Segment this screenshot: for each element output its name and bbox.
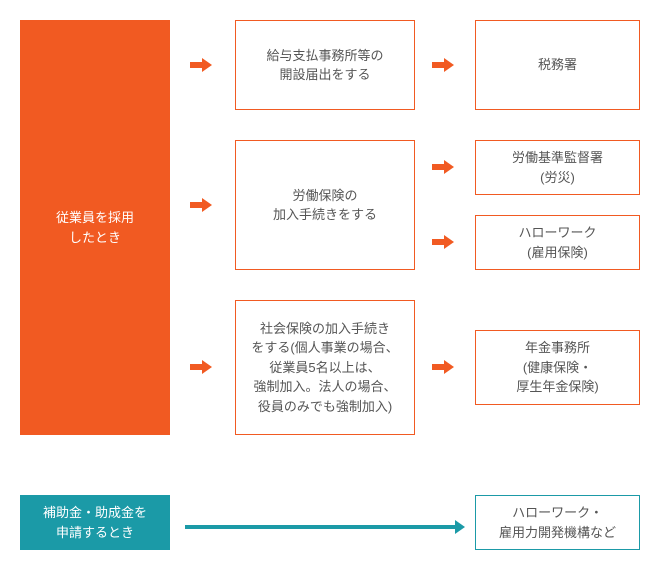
arrow-l-to-m-1	[190, 58, 212, 72]
left-box-label: 従業員を採用したとき	[56, 208, 134, 247]
left-box-subsidy: 補助金・助成金を申請するとき	[20, 495, 170, 550]
right-box-3-label: 年金事務所(健康保険・厚生年金保険)	[516, 338, 598, 397]
arrow-l-to-m-3	[190, 360, 212, 374]
mid-box-2: 労働保険の加入手続きをする	[235, 140, 415, 270]
arrow-m-to-r-2a	[432, 160, 454, 174]
mid-box-3-label: 社会保険の加入手続きをする(個人事業の場合、従業員5名以上は、強制加入。法人の場…	[251, 319, 398, 417]
mid-box-3: 社会保険の加入手続きをする(個人事業の場合、従業員5名以上は、強制加入。法人の場…	[235, 300, 415, 435]
arrow-teal-long	[185, 520, 465, 534]
mid-box-1: 給与支払事務所等の開設届出をする	[235, 20, 415, 110]
right-box-1: 税務署	[475, 20, 640, 110]
right-box-2b: ハローワーク(雇用保険)	[475, 215, 640, 270]
right-box-subsidy-label: ハローワーク・雇用力開発機構など	[499, 503, 616, 542]
left-box-subsidy-label: 補助金・助成金を申請するとき	[43, 503, 147, 542]
right-box-2a: 労働基準監督署(労災)	[475, 140, 640, 195]
arrow-m-to-r-3	[432, 360, 454, 374]
left-box-employees: 従業員を採用したとき	[20, 20, 170, 435]
arrow-m-to-r-2b	[432, 235, 454, 249]
mid-box-1-label: 給与支払事務所等の開設届出をする	[266, 46, 383, 85]
mid-box-2-label: 労働保険の加入手続きをする	[273, 186, 377, 225]
right-box-subsidy: ハローワーク・雇用力開発機構など	[475, 495, 640, 550]
right-box-3: 年金事務所(健康保険・厚生年金保険)	[475, 330, 640, 405]
right-box-1-label: 税務署	[538, 55, 577, 75]
arrow-m-to-r-1	[432, 58, 454, 72]
right-box-2b-label: ハローワーク(雇用保険)	[518, 223, 596, 262]
right-box-2a-label: 労働基準監督署(労災)	[512, 148, 603, 187]
arrow-l-to-m-2	[190, 198, 212, 212]
